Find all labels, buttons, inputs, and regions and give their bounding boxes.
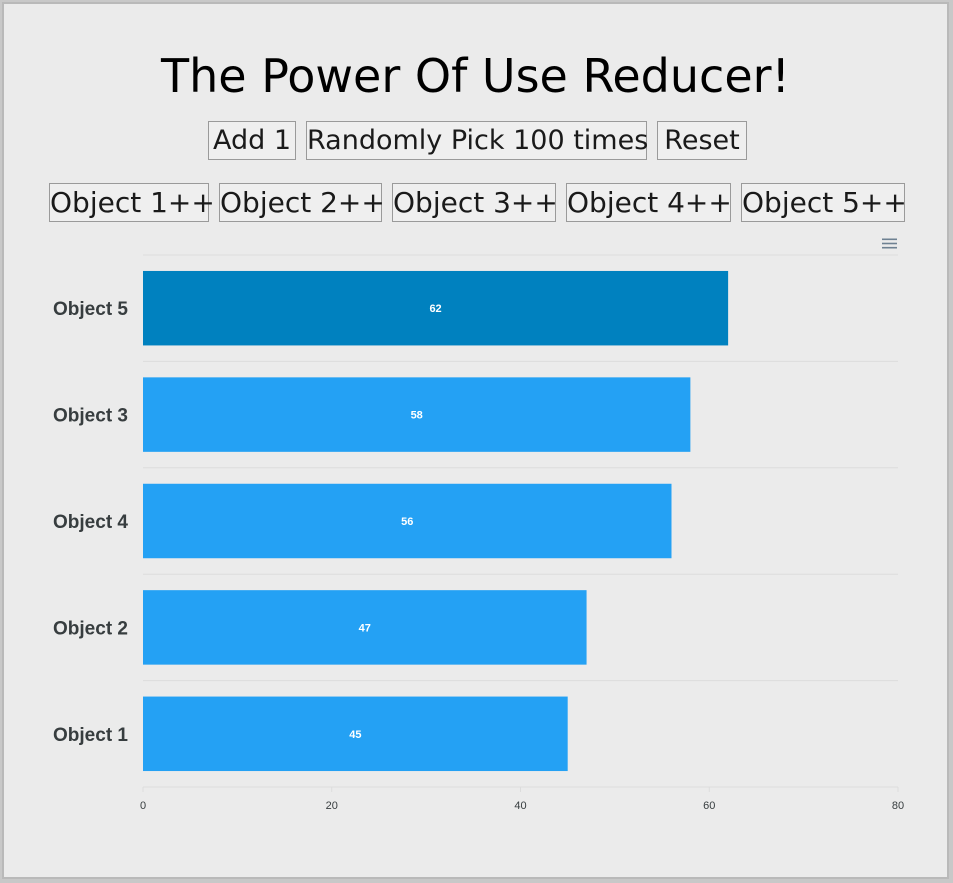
category-label: Object 1 <box>53 725 128 746</box>
object-1-increment-button[interactable]: Object 1++ <box>49 183 215 222</box>
data-label: 58 <box>411 410 423 422</box>
category-label: Object 4 <box>53 512 128 533</box>
object-5-increment-button[interactable]: Object 5++ <box>741 183 907 222</box>
x-tick-label: 40 <box>514 800 526 812</box>
bar-chart: 62 Object 5 58 Object 3 56 Object 4 47 Object 2… <box>53 254 904 812</box>
x-tick-label: 0 <box>140 800 146 812</box>
x-tick-label: 60 <box>703 800 715 812</box>
hamburger-menu-icon[interactable] <box>881 237 899 251</box>
bar-object-3 <box>143 377 691 452</box>
add-one-button[interactable]: Add 1 <box>208 121 296 160</box>
bar-object-4 <box>143 483 672 559</box>
bar-object-1 <box>143 696 568 772</box>
category-label: Object 3 <box>53 406 128 427</box>
data-label: 62 <box>429 303 441 315</box>
random-pick-button[interactable]: Randomly Pick 100 times <box>306 121 648 160</box>
bar-object-5 <box>143 270 729 346</box>
object-4-increment-button[interactable]: Object 4++ <box>566 183 732 222</box>
category-label: Object 2 <box>53 618 128 639</box>
page-title: The Power Of Use Reducer! <box>161 49 790 103</box>
bar-object-2 <box>143 590 587 665</box>
object-3-increment-button[interactable]: Object 3++ <box>392 183 558 222</box>
data-label: 45 <box>349 729 361 741</box>
data-label: 47 <box>359 622 371 634</box>
data-label: 56 <box>401 516 413 528</box>
x-tick-label: 80 <box>892 800 904 812</box>
object-2-increment-button[interactable]: Object 2++ <box>219 183 385 222</box>
category-label: Object 5 <box>53 299 128 320</box>
x-tick-label: 20 <box>326 800 338 812</box>
reset-button[interactable]: Reset <box>657 121 747 160</box>
